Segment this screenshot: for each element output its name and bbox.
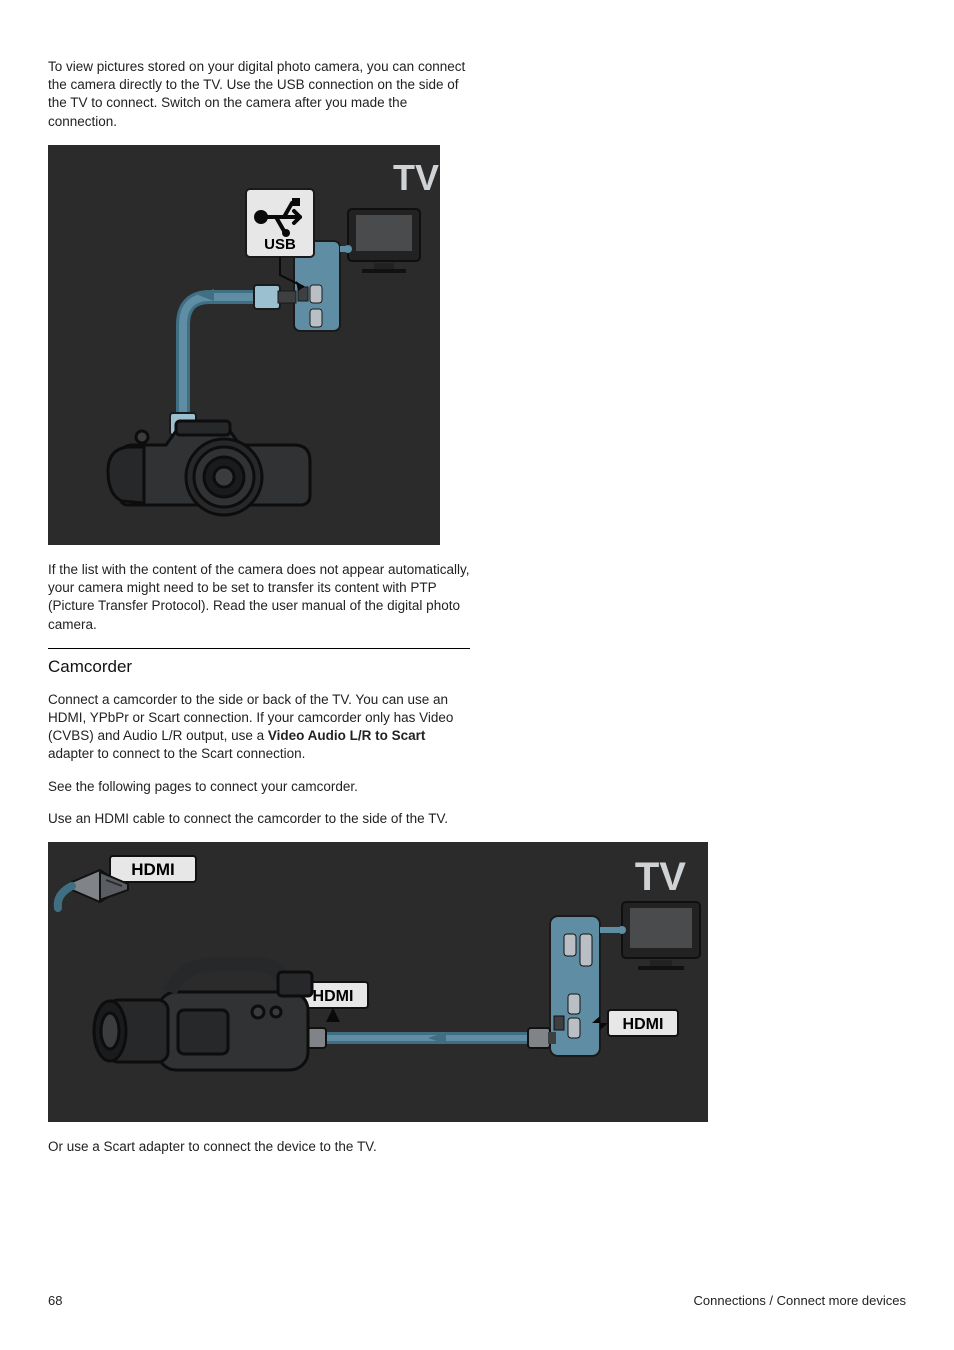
section-divider <box>48 648 470 649</box>
camcorder-para-bold: Video Audio L/R to Scart <box>268 728 426 743</box>
see-following-paragraph: See the following pages to connect your … <box>48 778 470 796</box>
hdmi-label-top: HDMI <box>131 860 174 879</box>
usb-label: USB <box>264 236 296 253</box>
intro-paragraph: To view pictures stored on your digital … <box>48 58 470 131</box>
footer-breadcrumb: Connections / Connect more devices <box>694 1293 906 1308</box>
figure-usb-camera: TV <box>48 145 440 545</box>
tv-label-2: TV <box>635 855 686 899</box>
hdmi-label-cable: HDMI <box>313 988 354 1005</box>
scart-paragraph: Or use a Scart adapter to connect the de… <box>48 1138 470 1156</box>
hdmi-label-panel: HDMI <box>623 1016 664 1033</box>
camcorder-para-post: adapter to connect to the Scart connecti… <box>48 746 305 761</box>
ptp-paragraph: If the list with the content of the came… <box>48 561 470 634</box>
camcorder-heading: Camcorder <box>48 657 470 677</box>
page-footer: 68 Connections / Connect more devices <box>48 1293 906 1308</box>
page-number: 68 <box>48 1293 62 1308</box>
camcorder-paragraph: Connect a camcorder to the side or back … <box>48 691 470 764</box>
figure-hdmi-camcorder: HDMI TV <box>48 842 708 1122</box>
hdmi-paragraph: Use an HDMI cable to connect the camcord… <box>48 810 470 828</box>
tv-label: TV <box>393 157 439 198</box>
